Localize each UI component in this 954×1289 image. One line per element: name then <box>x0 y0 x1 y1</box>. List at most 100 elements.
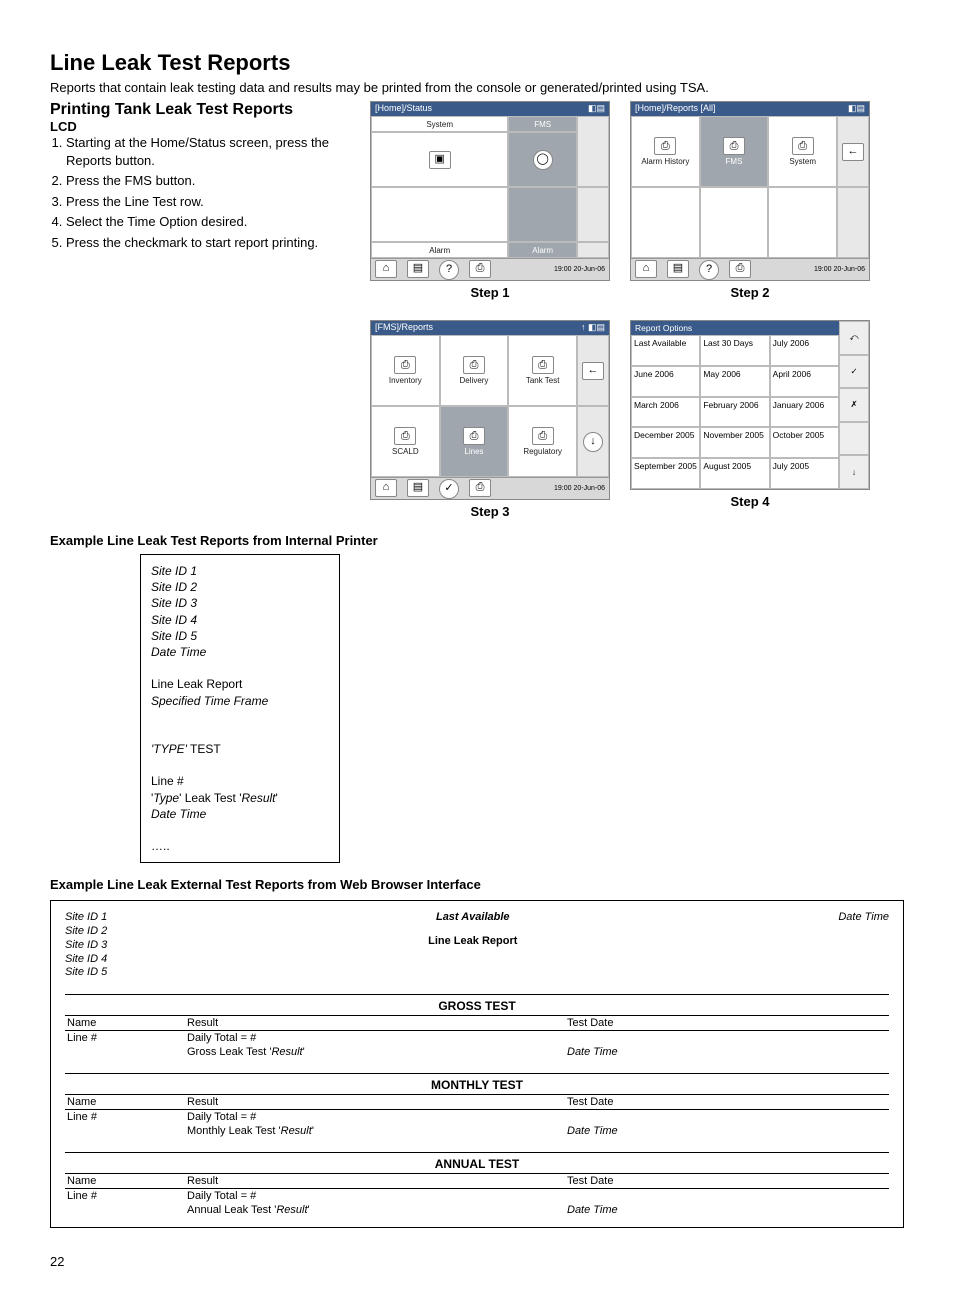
option-cell[interactable]: April 2006 <box>770 366 839 397</box>
option-cell[interactable]: June 2006 <box>631 366 700 397</box>
site-id: Site ID 5 <box>151 628 329 644</box>
site-id: Site ID 1 <box>65 911 107 925</box>
tile[interactable]: ◯ <box>508 132 577 187</box>
option-cell[interactable]: September 2005 <box>631 458 700 489</box>
side-back[interactable]: ← <box>837 116 869 187</box>
report-options-title: Report Options <box>631 321 839 335</box>
report-icon: ⎙ <box>532 427 554 445</box>
list-icon[interactable]: ▤ <box>407 260 429 278</box>
test-header-row: NameResultTest Date <box>65 1095 889 1110</box>
line-no: Line # <box>65 1031 185 1045</box>
option-cell[interactable]: December 2005 <box>631 427 700 458</box>
bottom-icons: ⌂ ▤ ✓ ⎙ <box>375 479 491 499</box>
alarm-cell-fms[interactable]: Alarm <box>508 242 577 258</box>
home-icon[interactable]: ⌂ <box>375 479 397 497</box>
option-cell[interactable]: February 2006 <box>700 397 769 428</box>
tab-fms[interactable]: FMS <box>508 116 577 132</box>
blank <box>65 1045 185 1059</box>
report-icon: ⎙ <box>394 427 416 445</box>
side-down[interactable]: ↓ <box>839 455 869 489</box>
option-cell[interactable]: March 2006 <box>631 397 700 428</box>
home-icon[interactable]: ⌂ <box>375 260 397 278</box>
options-left: Report Options Last Available Last 30 Da… <box>631 321 839 489</box>
web-report-box: Site ID 1 Site ID 2 Site ID 3 Site ID 4 … <box>50 900 904 1228</box>
info-icon[interactable]: ? <box>439 260 459 280</box>
tab-fms-label: FMS <box>534 120 551 129</box>
web-heading: Example Line Leak External Test Reports … <box>50 877 904 892</box>
titlebar-icon: ↑ ◧▤ <box>581 322 605 334</box>
timestamp: 19:00 20-Jun-06 <box>554 266 605 273</box>
side-cancel[interactable]: ✗ <box>839 388 869 422</box>
alarm-cell[interactable]: Alarm <box>371 242 508 258</box>
option-cell[interactable]: July 2005 <box>770 458 839 489</box>
print-icon[interactable]: ⎙ <box>469 479 491 497</box>
option-cell[interactable]: August 2005 <box>700 458 769 489</box>
tab-system[interactable]: System <box>371 116 508 132</box>
step3-bottombar: ⌂ ▤ ✓ ⎙ 19:00 20-Jun-06 <box>371 477 609 499</box>
side-check[interactable]: ✓ <box>839 355 869 389</box>
step3-screenshot: [FMS]/Reports ↑ ◧▤ ⎙Inventory ⎙Delivery … <box>370 320 610 500</box>
report-icon: ⎙ <box>532 356 554 374</box>
side-down[interactable]: ↓ <box>577 406 609 477</box>
center-stack: Last Available Line Leak Report <box>428 911 517 947</box>
step-item: Select the Time Option desired. <box>66 213 350 231</box>
tile-system[interactable]: ⎙System <box>768 116 837 187</box>
blank <box>65 1203 185 1217</box>
label: Regulatory <box>523 447 562 456</box>
label: System <box>789 157 816 166</box>
step2-screenshot: [Home]/Reports [All] ◧▤ ⎙Alarm History ⎙… <box>630 101 870 281</box>
tile[interactable]: ▣ <box>371 132 508 187</box>
step3-titlebar: [FMS]/Reports ↑ ◧▤ <box>371 321 609 335</box>
site-id: Site ID 2 <box>65 925 107 939</box>
home-icon[interactable]: ⌂ <box>635 260 657 278</box>
tile-inventory[interactable]: ⎙Inventory <box>371 335 440 406</box>
tile-lines[interactable]: ⎙ Lines <box>440 406 509 477</box>
option-cell[interactable]: Last Available <box>631 335 700 366</box>
tile-scald[interactable]: ⎙SCALD <box>371 406 440 477</box>
test-data-row: Line #Daily Total = # <box>65 1031 889 1045</box>
test-block: ANNUAL TESTNameResultTest DateLine #Dail… <box>65 1152 889 1217</box>
alarm-label: Alarm <box>429 246 450 255</box>
list-icon[interactable]: ▤ <box>667 260 689 278</box>
step1-caption: Step 1 <box>470 285 509 300</box>
check-icon[interactable]: ✓ <box>439 479 459 499</box>
report-icon: ⎙ <box>463 356 485 374</box>
info-icon[interactable]: ? <box>699 260 719 280</box>
blank <box>565 1189 889 1203</box>
tank-icon: ◯ <box>533 150 553 170</box>
tile-regulatory[interactable]: ⎙ Regulatory <box>508 406 577 477</box>
tile-fms[interactable]: ⎙FMS <box>700 116 769 187</box>
test-block: MONTHLY TESTNameResultTest DateLine #Dai… <box>65 1073 889 1138</box>
option-cell[interactable]: November 2005 <box>700 427 769 458</box>
step2-wrap: [Home]/Reports [All] ◧▤ ⎙Alarm History ⎙… <box>630 101 870 300</box>
side-cell <box>577 242 609 258</box>
option-cell[interactable]: Last 30 Days <box>700 335 769 366</box>
tile-alarm-history[interactable]: ⎙Alarm History <box>631 116 700 187</box>
bottom-icons: ⌂ ▤ ? ⎙ <box>635 260 751 280</box>
print-icon[interactable]: ⎙ <box>469 260 491 278</box>
side-preview[interactable]: ⤺ <box>839 321 869 355</box>
list-icon[interactable]: ▤ <box>407 479 429 497</box>
report-icon: ⎙ <box>463 427 485 445</box>
leak-result: Gross Leak Test 'Result' <box>185 1045 565 1059</box>
tile-delivery[interactable]: ⎙Delivery <box>440 335 509 406</box>
line-no: Line # <box>65 1110 185 1124</box>
print-icon[interactable]: ⎙ <box>729 260 751 278</box>
col-testdate: Test Date <box>565 1174 889 1188</box>
step-item: Press the FMS button. <box>66 172 350 190</box>
step3-wrap: [FMS]/Reports ↑ ◧▤ ⎙Inventory ⎙Delivery … <box>370 320 610 519</box>
tab-system-label: System <box>426 120 453 129</box>
site-list: Site ID 1 Site ID 2 Site ID 3 Site ID 4 … <box>65 911 107 980</box>
option-cell[interactable]: January 2006 <box>770 397 839 428</box>
option-cell[interactable]: July 2006 <box>770 335 839 366</box>
options-grid: Last Available Last 30 Days July 2006 Ju… <box>631 335 839 489</box>
option-cell[interactable]: October 2005 <box>770 427 839 458</box>
option-cell[interactable]: May 2006 <box>700 366 769 397</box>
tile <box>700 187 769 258</box>
date-time: Date Time <box>565 1045 889 1059</box>
col-result: Result <box>185 1095 565 1109</box>
breadcrumb: [Home]/Status <box>375 103 432 115</box>
side-back[interactable]: ← <box>577 335 609 406</box>
label: Lines <box>464 447 483 456</box>
tile-tank-test[interactable]: ⎙Tank Test <box>508 335 577 406</box>
